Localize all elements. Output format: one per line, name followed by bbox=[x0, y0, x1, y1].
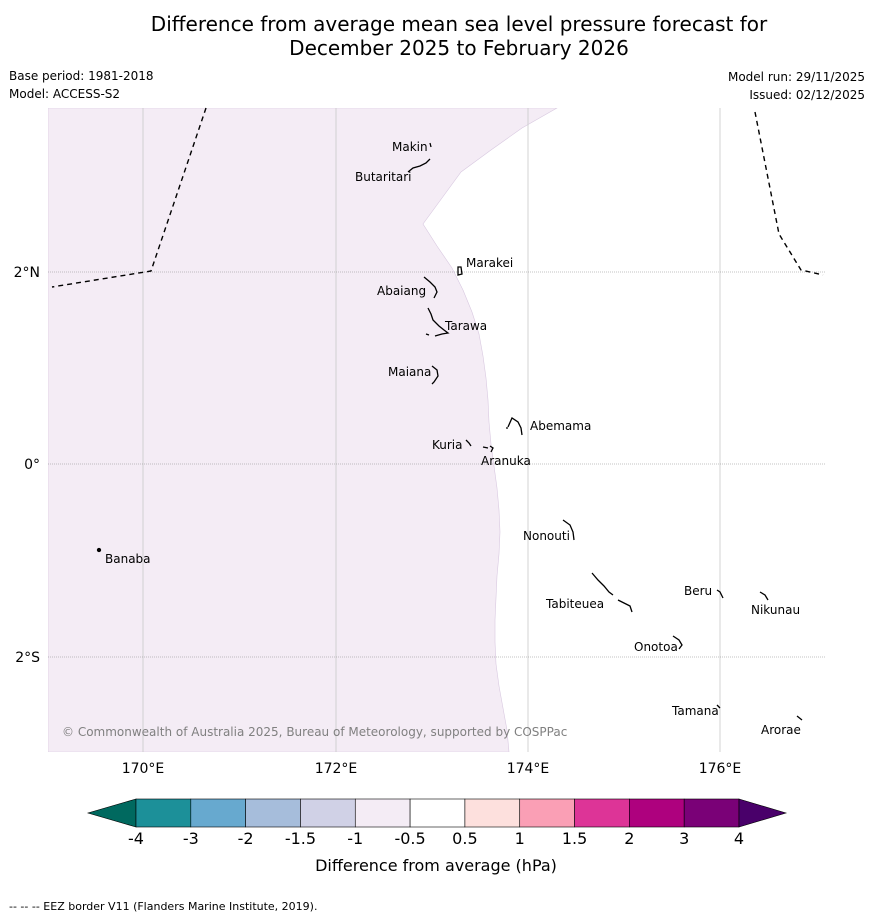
copyright-notice: © Commonwealth of Australia 2025, Bureau… bbox=[62, 725, 567, 739]
island-nikunau bbox=[759, 591, 769, 601]
island-butaritari bbox=[407, 158, 431, 173]
colorbar-cell bbox=[190, 798, 246, 828]
colorbar-extend-high bbox=[738, 798, 788, 828]
lat-label-2s: 2°S bbox=[15, 650, 40, 666]
base-period: Base period: 1981-2018 bbox=[9, 69, 154, 83]
colorbar-cell bbox=[135, 798, 192, 828]
label-kuria: Kuria bbox=[432, 438, 463, 452]
colorbar-cell bbox=[300, 798, 356, 828]
colorbar-tick-label: -3 bbox=[183, 829, 199, 848]
pressure-anomaly-shading bbox=[48, 108, 558, 752]
island-nonouti bbox=[562, 519, 575, 541]
title-line-1: Difference from average mean sea level p… bbox=[150, 12, 768, 36]
island-abemama bbox=[506, 417, 523, 436]
eez-border-west bbox=[51, 107, 207, 288]
title-line-2: December 2025 to February 2026 bbox=[289, 36, 629, 60]
colorbar-cell bbox=[245, 798, 301, 828]
place-labels: Makin Butaritari Marakei Abaiang Tarawa … bbox=[105, 140, 801, 737]
colorbar-tick-label: 1.5 bbox=[562, 829, 587, 848]
colorbar-tick-label: 3 bbox=[679, 829, 689, 848]
colorbar-tick-label: 2 bbox=[624, 829, 634, 848]
lat-label-2n: 2°N bbox=[14, 265, 40, 281]
colorbar-label: Difference from average (hPa) bbox=[315, 856, 557, 875]
colorbar-cell bbox=[409, 798, 466, 828]
label-abemama: Abemama bbox=[530, 419, 591, 433]
colorbar-tick-label: -2 bbox=[238, 829, 254, 848]
issued-date: Issued: 02/12/2025 bbox=[749, 88, 865, 102]
colorbar-cell bbox=[519, 798, 575, 828]
colorbar-tick-label: 4 bbox=[734, 829, 744, 848]
map-canvas: Makin Butaritari Marakei Abaiang Tarawa … bbox=[14, 107, 826, 777]
label-tamana: Tamana bbox=[671, 704, 719, 718]
model-run: Model run: 29/11/2025 bbox=[727, 70, 865, 84]
label-nikunau: Nikunau bbox=[751, 603, 800, 617]
island-marakei bbox=[457, 266, 463, 276]
island-tamana bbox=[716, 704, 721, 709]
gridlines bbox=[48, 108, 826, 752]
lon-label-172e: 172°E bbox=[315, 761, 358, 777]
lon-label-174e: 174°E bbox=[507, 761, 550, 777]
label-banaba: Banaba bbox=[105, 552, 151, 566]
latitude-labels: 2°N 0° 2°S bbox=[14, 265, 41, 666]
colorbar-cell bbox=[354, 798, 411, 828]
lon-label-176e: 176°E bbox=[699, 761, 742, 777]
eez-border-east bbox=[754, 111, 824, 276]
colorbar-cells bbox=[86, 798, 788, 828]
label-beru: Beru bbox=[684, 584, 712, 598]
island-beru bbox=[716, 589, 724, 599]
label-maiana: Maiana bbox=[388, 365, 431, 379]
island-banaba bbox=[96, 547, 102, 553]
label-marakei: Marakei bbox=[466, 256, 513, 270]
map-title: Difference from average mean sea level p… bbox=[0, 12, 873, 60]
colorbar-cell bbox=[629, 798, 685, 828]
island-arorae bbox=[796, 715, 803, 721]
island-maiana bbox=[431, 365, 439, 385]
lon-label-170e: 170°E bbox=[122, 761, 165, 777]
label-tarawa: Tarawa bbox=[444, 319, 487, 333]
label-abaiang: Abaiang bbox=[377, 284, 426, 298]
island-tabiteuea bbox=[591, 572, 633, 613]
island-aranuka bbox=[482, 445, 494, 453]
colorbar-tick-label: -1.5 bbox=[285, 829, 316, 848]
label-makin: Makin bbox=[392, 140, 428, 154]
label-arorae: Arorae bbox=[761, 723, 801, 737]
longitude-labels: 170°E 172°E 174°E 176°E bbox=[122, 761, 742, 777]
island-makin bbox=[429, 142, 432, 148]
colorbar-tick-label: -0.5 bbox=[394, 829, 425, 848]
eez-footnote: -- -- -- EEZ border V11 (Flanders Marine… bbox=[9, 900, 318, 913]
eez-borders bbox=[51, 107, 824, 288]
colorbar-cell bbox=[574, 798, 630, 828]
island-onotoa bbox=[672, 635, 683, 650]
colorbar-ticks: -4 -3 -2 -1.5 -1 -0.5 0.5 1 1.5 2 3 4 bbox=[128, 829, 744, 848]
island-abaiang bbox=[423, 276, 438, 299]
label-butaritari: Butaritari bbox=[355, 170, 412, 184]
label-onotoa: Onotoa bbox=[634, 640, 678, 654]
colorbar-tick-label: 1 bbox=[515, 829, 525, 848]
colorbar-tick-label: 0.5 bbox=[452, 829, 477, 848]
label-tabiteuea: Tabiteuea bbox=[545, 597, 604, 611]
colorbar-cell bbox=[464, 798, 521, 828]
colorbar-extend-low bbox=[86, 798, 137, 828]
label-aranuka: Aranuka bbox=[481, 454, 531, 468]
colorbar-cell bbox=[683, 798, 740, 828]
island-kuria bbox=[465, 439, 472, 447]
colorbar-tick-label: -1 bbox=[347, 829, 363, 848]
label-nonouti: Nonouti bbox=[523, 529, 570, 543]
island-tarawa bbox=[425, 307, 450, 337]
colorbar-tick-label: -4 bbox=[128, 829, 144, 848]
islands bbox=[96, 142, 803, 721]
model-name: Model: ACCESS-S2 bbox=[9, 87, 121, 101]
lat-label-equator: 0° bbox=[24, 457, 40, 473]
